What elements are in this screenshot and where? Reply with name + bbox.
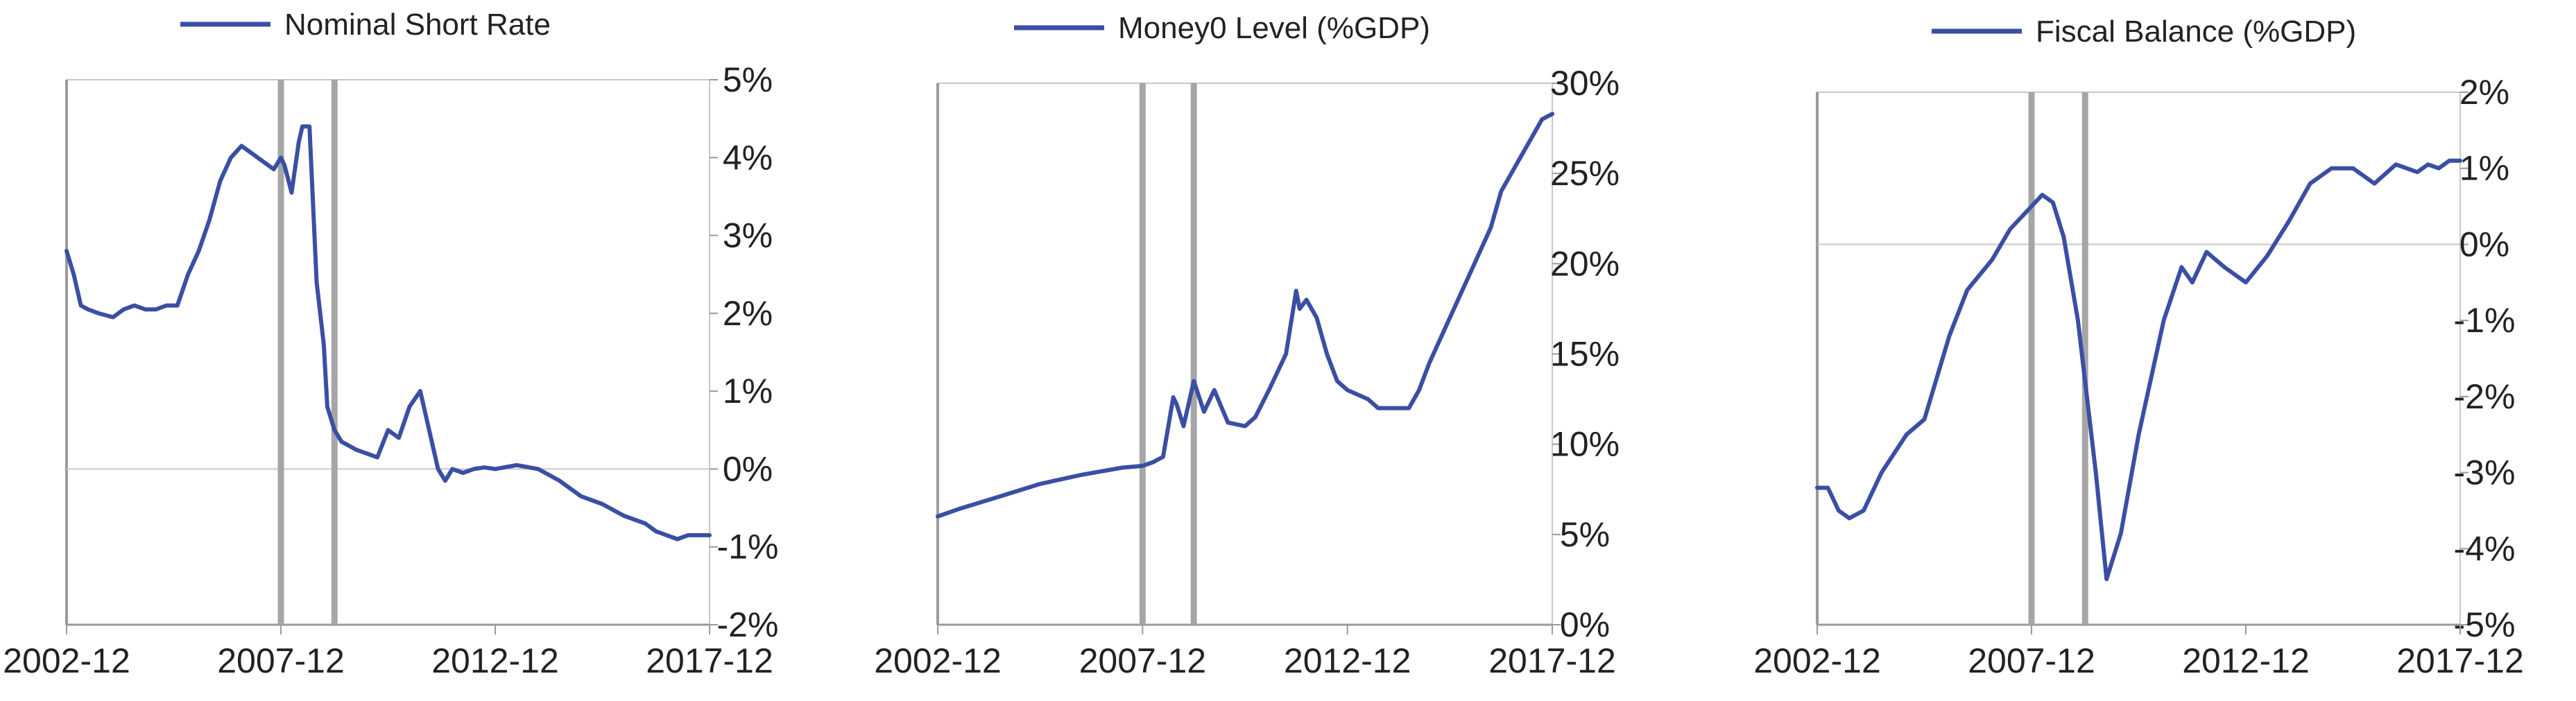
plot-frame: [1817, 92, 2461, 625]
x-tick-label: 2007-12: [1968, 641, 2095, 680]
chart-panel-1: 5% 4% 3% 2% 1% 0% -1% -2% 2002-12 2007-12 2012-12 2…: [3, 8, 778, 680]
series-line-1: [65, 124, 712, 542]
x-tick-label: 2002-12: [3, 641, 130, 680]
plot-frame: [937, 83, 1553, 625]
y-tick-label: 25%: [1550, 154, 1620, 193]
y-tick-label: -3%: [2454, 453, 2516, 492]
y-tick-label: 1%: [723, 372, 773, 410]
y-tick-label: 0%: [2459, 225, 2509, 263]
y-tick-label: -2%: [717, 605, 779, 644]
x-tick-label: 2012-12: [2182, 641, 2310, 680]
y-tick-label: 0%: [1560, 605, 1610, 644]
y-tick-label: -2%: [2454, 377, 2516, 416]
y-tick-label: 2%: [2459, 73, 2509, 112]
x-tick-label: 2007-12: [1079, 641, 1207, 680]
y-tick-label: 3%: [723, 216, 773, 255]
y-tick-label: -4%: [2454, 529, 2516, 568]
legend-label: Fiscal Balance (%GDP): [2036, 15, 2356, 49]
y-tick-label: 20%: [1550, 244, 1620, 283]
x-tick-label: 2012-12: [431, 641, 559, 680]
y-tick-label: 15%: [1550, 335, 1620, 374]
series-line-1: [936, 112, 1554, 519]
y-tick-label: 30%: [1550, 64, 1620, 103]
y-tick-label: 2%: [723, 294, 773, 333]
y-tick-label: 5%: [723, 60, 773, 99]
chart-panel-2: 30% 25% 20% 15% 10% 5% 0% 2002-12 2007-12 2012-12…: [874, 11, 1620, 680]
y-tick-label: 0%: [723, 449, 773, 488]
y-tick-label: 1%: [2459, 149, 2509, 188]
y-tick-label: 4%: [723, 138, 773, 177]
series-line-1: [1815, 158, 2462, 582]
x-tick-label: 2017-12: [646, 641, 773, 680]
plot-frame: [66, 79, 710, 625]
chart-panel-3: 2% 1% 0% -1% -2% -3% -4% -5% 2002-12 2007-12 2012-…: [1753, 15, 2524, 680]
legend-label: Nominal Short Rate: [284, 8, 551, 42]
y-tick-label: 10%: [1550, 425, 1620, 464]
x-tick-label: 2002-12: [874, 641, 1002, 680]
y-tick-label: -5%: [2454, 605, 2516, 644]
y-tick-label: -1%: [717, 528, 779, 566]
legend-label: Money0 Level (%GDP): [1118, 11, 1430, 45]
y-tick-label: 5%: [1560, 515, 1610, 554]
x-tick-label: 2007-12: [217, 641, 345, 680]
x-tick-label: 2017-12: [2396, 641, 2524, 680]
x-tick-label: 2012-12: [1284, 641, 1411, 680]
y-tick-label: -1%: [2454, 301, 2516, 340]
x-tick-label: 2002-12: [1753, 641, 1881, 680]
x-tick-label: 2017-12: [1488, 641, 1616, 680]
